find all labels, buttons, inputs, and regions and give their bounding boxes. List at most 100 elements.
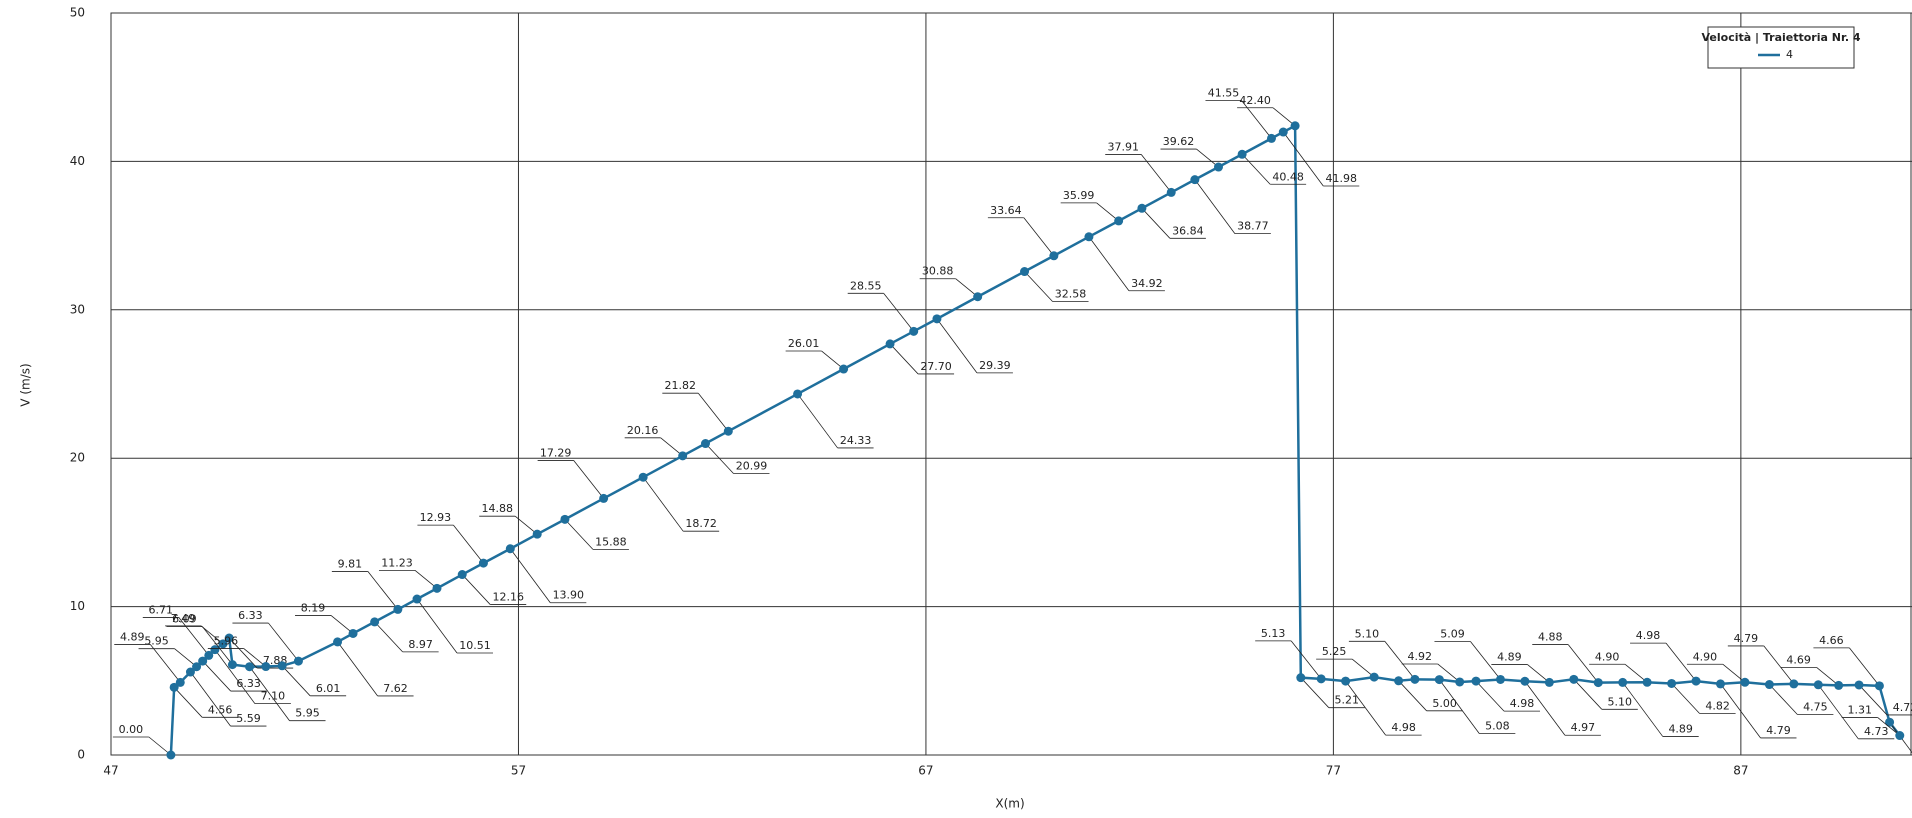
data-point xyxy=(1237,149,1247,159)
data-point xyxy=(1667,678,1677,688)
label-leader xyxy=(1817,684,1859,740)
value-label: 4.98 xyxy=(1391,721,1416,734)
label-leader xyxy=(1573,679,1603,710)
label-leader xyxy=(1720,683,1761,739)
data-point xyxy=(457,570,467,580)
y-tick-label: 40 xyxy=(70,154,85,168)
data-point xyxy=(1369,672,1379,682)
series-line xyxy=(169,123,1901,756)
value-label: 8.19 xyxy=(301,601,326,614)
value-label: 29.39 xyxy=(979,359,1011,372)
data-point xyxy=(1166,187,1176,197)
data-point xyxy=(370,617,380,627)
label-leader xyxy=(1665,642,1697,682)
data-point xyxy=(1316,674,1326,684)
value-label: 4.90 xyxy=(1595,650,1620,663)
x-tick-label: 87 xyxy=(1733,764,1748,778)
value-label: 28.55 xyxy=(850,279,882,292)
label-leader xyxy=(883,293,915,332)
value-label: 17.29 xyxy=(540,446,572,459)
label-leader xyxy=(1624,663,1648,683)
label-leader xyxy=(660,437,683,457)
value-label: 5.00 xyxy=(1432,697,1457,710)
value-label: 4.98 xyxy=(1636,629,1661,642)
label-leader xyxy=(214,649,256,704)
label-leader xyxy=(1384,641,1416,680)
data-point xyxy=(1266,133,1276,143)
value-label: 5.21 xyxy=(1335,694,1360,707)
data-point xyxy=(839,364,849,374)
value-label: 5.10 xyxy=(1355,627,1380,640)
value-label: 35.99 xyxy=(1063,189,1095,202)
label-leader xyxy=(1272,107,1296,127)
data-point xyxy=(723,426,733,436)
data-point xyxy=(1764,680,1774,690)
data-point xyxy=(1278,127,1288,137)
data-point xyxy=(393,604,403,614)
label-leader xyxy=(190,671,231,727)
data-point xyxy=(1495,674,1505,684)
label-leader xyxy=(642,476,684,532)
value-label: 10.51 xyxy=(459,639,491,652)
value-label: 4.72 xyxy=(1893,701,1912,714)
x-axis-label: X(m) xyxy=(995,797,1024,811)
value-label: 20.16 xyxy=(627,424,659,437)
value-label: 36.84 xyxy=(1172,224,1204,237)
data-point xyxy=(204,650,214,660)
legend-label: 4 xyxy=(1786,48,1793,61)
data-point xyxy=(210,645,220,655)
data-point xyxy=(478,558,488,568)
data-point xyxy=(277,661,287,671)
value-label: 7.62 xyxy=(383,682,408,695)
label-leader xyxy=(1671,683,1700,714)
value-label: 42.40 xyxy=(1239,94,1271,107)
data-point xyxy=(185,667,195,677)
value-label: 30.88 xyxy=(922,265,954,278)
label-leader xyxy=(1351,658,1375,678)
data-point xyxy=(1740,677,1750,687)
value-label: 6.71 xyxy=(149,603,174,616)
value-label: 9.81 xyxy=(338,557,363,570)
value-label: 4.69 xyxy=(1786,653,1811,666)
label-leader xyxy=(1858,684,1888,716)
data-point xyxy=(169,682,179,692)
value-label: 4.90 xyxy=(1693,650,1718,663)
data-point xyxy=(1715,679,1725,689)
value-label: 24.33 xyxy=(840,434,872,447)
data-point xyxy=(700,439,710,449)
label-leader xyxy=(1470,641,1501,680)
data-point xyxy=(1834,680,1844,690)
label-leader xyxy=(705,443,734,474)
data-point xyxy=(1618,677,1628,687)
data-point xyxy=(909,326,919,336)
data-point xyxy=(224,633,234,643)
label-leader xyxy=(202,660,231,692)
label-leader xyxy=(174,648,197,668)
label-leader xyxy=(509,548,551,603)
label-leader xyxy=(1567,644,1599,683)
data-point xyxy=(166,750,176,760)
value-label: 14.88 xyxy=(481,502,513,515)
label-leader xyxy=(573,460,604,499)
label-leader xyxy=(1241,100,1272,139)
value-label: 33.64 xyxy=(990,204,1022,217)
data-point xyxy=(1213,162,1223,172)
label-leader xyxy=(1475,680,1505,712)
value-label: 4.66 xyxy=(1819,634,1844,647)
value-label: 5.10 xyxy=(1608,695,1633,708)
label-leader xyxy=(243,648,267,667)
label-leader xyxy=(149,644,181,683)
data-point xyxy=(678,451,688,461)
data-point xyxy=(1137,203,1147,213)
label-leader xyxy=(173,687,203,718)
label-leader xyxy=(1088,236,1130,292)
label-leader xyxy=(1194,179,1236,234)
data-point xyxy=(1434,675,1444,685)
data-point xyxy=(245,662,255,672)
value-label: 4.97 xyxy=(1571,721,1596,734)
label-leader xyxy=(936,318,978,374)
label-leader xyxy=(1282,131,1324,187)
label-leader xyxy=(797,393,838,449)
value-label: 4.88 xyxy=(1538,631,1563,644)
